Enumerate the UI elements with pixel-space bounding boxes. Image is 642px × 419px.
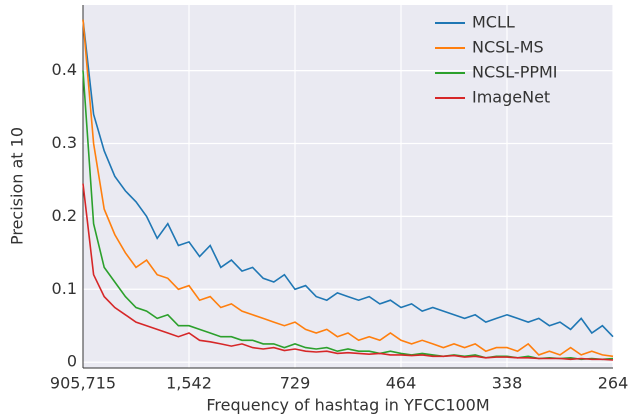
x-tick-label: 729 [280, 374, 311, 393]
y-tick-label: 0 [67, 352, 77, 371]
plot-area [83, 5, 613, 368]
legend-label: MCLL [472, 13, 515, 32]
x-tick-label: 338 [492, 374, 523, 393]
y-tick-label: 0.2 [52, 206, 77, 225]
x-axis-label: Frequency of hashtag in YFCC100M [206, 396, 489, 415]
y-tick-label: 0.4 [52, 60, 77, 79]
y-axis-label: Precision at 10 [8, 127, 27, 245]
series-line [82, 19, 614, 338]
x-tick-label: 1,542 [166, 374, 212, 393]
series-line [82, 19, 614, 358]
legend-label: NCSL-PPMI [472, 63, 558, 82]
legend-label: NCSL-MS [472, 38, 544, 57]
legend-label: ImageNet [472, 88, 550, 107]
x-tick-label: 264 [598, 374, 629, 393]
y-tick-label: 0.3 [52, 133, 77, 152]
y-tick-label: 0.1 [52, 279, 77, 298]
x-tick-label: 464 [386, 374, 417, 393]
series-line [82, 70, 614, 361]
series-line [82, 183, 614, 361]
x-tick-label: 905,715 [50, 374, 116, 393]
